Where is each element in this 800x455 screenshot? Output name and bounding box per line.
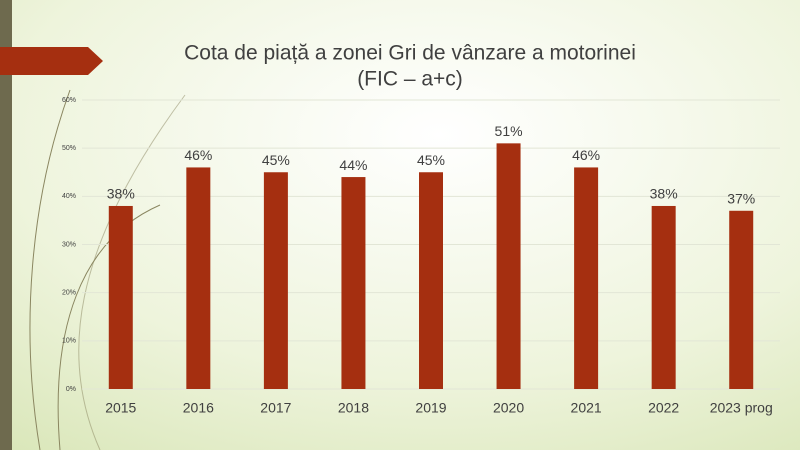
chart-subtitle: (FIC – a+c) bbox=[357, 68, 463, 91]
y-tick-label: 40% bbox=[62, 193, 76, 200]
value-label: 46% bbox=[184, 147, 212, 163]
value-label: 38% bbox=[107, 186, 135, 202]
bar bbox=[419, 172, 443, 389]
bar bbox=[496, 143, 521, 389]
value-label: 37% bbox=[727, 190, 755, 206]
y-tick-label: 30% bbox=[62, 241, 76, 248]
bar bbox=[186, 167, 211, 389]
bar bbox=[341, 177, 366, 389]
bar bbox=[263, 172, 288, 389]
bar bbox=[574, 167, 599, 389]
value-label: 45% bbox=[417, 152, 445, 168]
value-label: 51% bbox=[495, 123, 523, 139]
x-tick-label: 2022 bbox=[648, 400, 679, 416]
y-tick-label: 20% bbox=[62, 290, 76, 297]
value-label: 44% bbox=[339, 157, 367, 173]
y-tick-label: 10% bbox=[62, 338, 76, 345]
x-tick-label: 2015 bbox=[105, 400, 136, 416]
value-label: 45% bbox=[262, 152, 290, 168]
x-tick-label: 2017 bbox=[260, 400, 291, 416]
left-stripe bbox=[0, 0, 12, 450]
title-arrow bbox=[0, 47, 103, 75]
bar bbox=[729, 210, 754, 389]
y-tick-label: 0% bbox=[66, 386, 76, 393]
x-tick-label: 2020 bbox=[493, 400, 524, 416]
y-tick-label: 60% bbox=[62, 97, 76, 104]
x-tick-label: 2018 bbox=[338, 400, 369, 416]
value-label: 38% bbox=[650, 186, 678, 202]
bar bbox=[651, 205, 676, 389]
x-tick-label: 2021 bbox=[571, 400, 602, 416]
bar bbox=[108, 205, 133, 389]
y-tick-label: 50% bbox=[62, 145, 76, 152]
x-tick-label: 2016 bbox=[183, 400, 214, 416]
value-label: 46% bbox=[572, 147, 600, 163]
chart-title: Cota de piață a zonei Gri de vânzare a m… bbox=[184, 42, 636, 65]
x-tick-label: 2019 bbox=[415, 400, 446, 416]
x-tick-label: 2023 prog bbox=[710, 400, 773, 416]
